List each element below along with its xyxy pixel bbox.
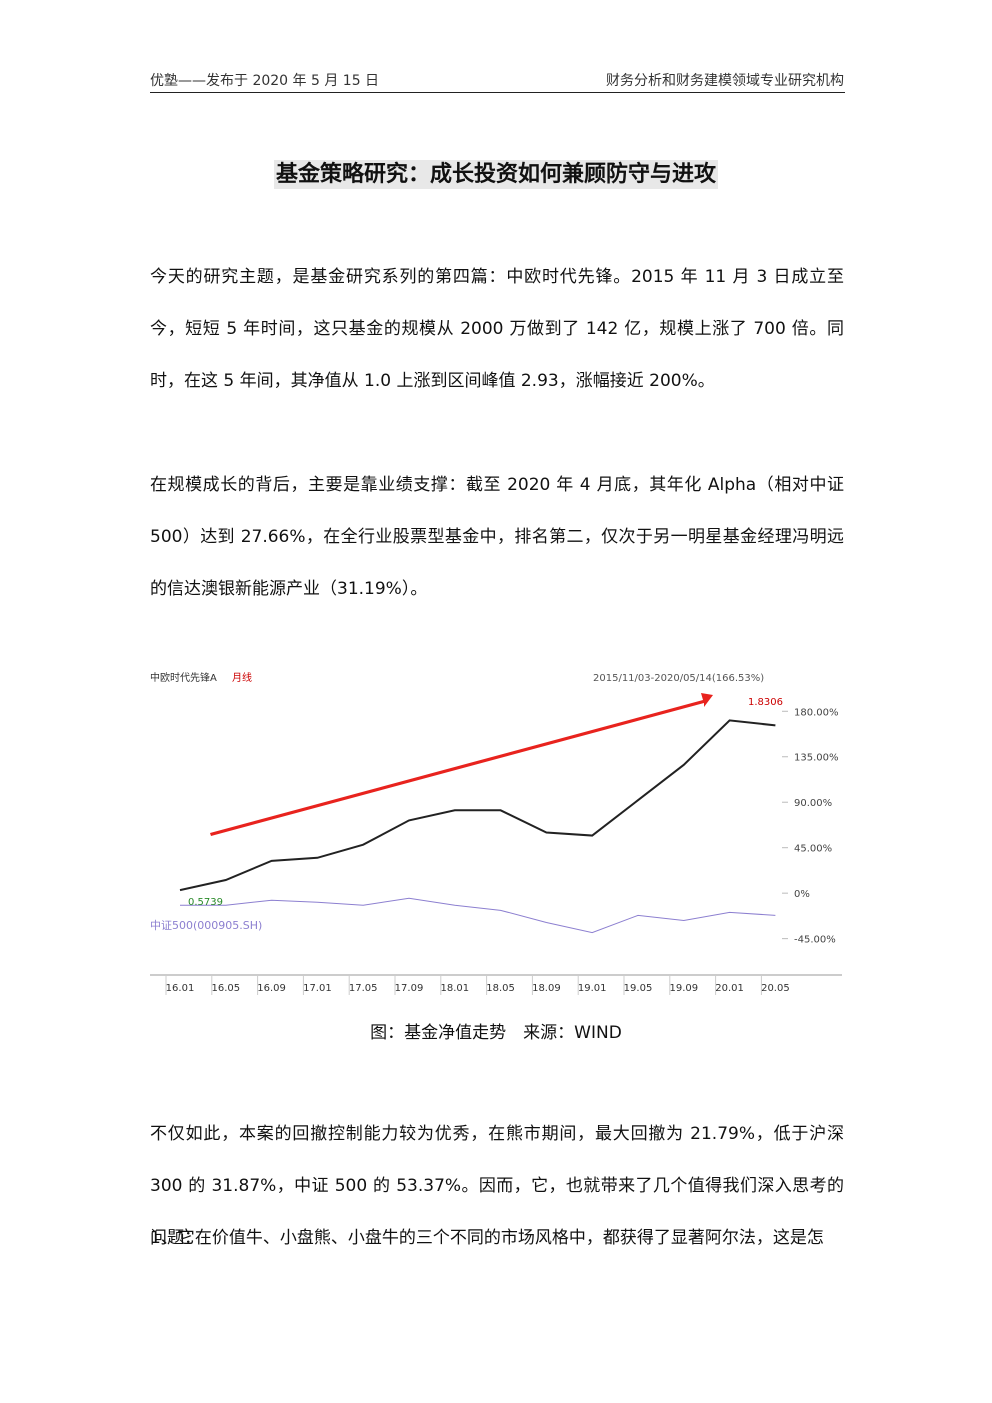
paragraph: 不仅如此，本案的回撤控制能力较为优秀，在熊市期间，最大回撤为 21.79%，低于… [150,1124,844,1248]
chart: 中欧时代先锋A 月线 2015/11/03-2020/05/14(166.53%) 1… [150,671,842,995]
chart-title: 中欧时代先锋A [150,671,217,684]
x-tick-label: 19.09 [669,983,698,994]
y-tick-label: 135.00% [794,753,839,764]
x-tick-label: 16.09 [257,983,286,994]
y-tick-label: -45.00% [794,935,836,946]
x-tick-label: 20.01 [715,983,744,994]
header-right: 财务分析和财务建模领域专业研究机构 [606,73,844,89]
series-line [179,719,776,892]
series-line [180,897,776,934]
x-tick-label: 17.09 [395,983,424,994]
paragraph: 在规模成长的背后，主要是靠业绩支撑：截至 2020 年 4 月底，其年化 Alp… [150,475,844,599]
y-tick-label: 180.00% [794,707,839,718]
trend-arrow [210,693,713,836]
annotation: 0.5739 [188,897,223,908]
chart-period: 月线 [232,671,252,684]
legend-label: 中证500(000905.SH) [150,919,262,932]
x-tick-label: 18.01 [440,983,469,994]
header-rule [150,92,845,93]
x-tick-label: 19.05 [624,983,653,994]
title: 基金策略研究：成长投资如何兼顾防守与进攻 [273,160,718,189]
paragraph: 今天的研究主题，是基金研究系列的第四篇：中欧时代先锋。2015 年 11 月 3… [150,267,844,391]
x-tick-label: 16.05 [211,983,240,994]
header-left: 优塾——发布于 2020 年 5 月 15 日 [150,73,380,89]
x-tick-label: 19.01 [578,983,607,994]
y-tick-label: 45.00% [794,844,832,855]
title-wrap: 基金策略研究：成长投资如何兼顾防守与进攻 [0,156,992,189]
x-tick-label: 17.05 [349,983,378,994]
x-tick-label: 18.09 [532,983,561,994]
caption: 图：基金净值走势 来源：WIND [370,1023,622,1043]
x-tick-label: 20.05 [761,983,790,994]
y-tick-label: 90.00% [794,798,832,809]
annotation: 1.8306 [748,697,783,708]
x-tick-label: 17.01 [303,983,332,994]
paragraph: 1、它在价值牛、小盘熊、小盘牛的三个不同的市场风格中，都获得了显著阿尔法，这是怎 [150,1228,824,1248]
range-label: 2015/11/03-2020/05/14(166.53%) [593,673,764,684]
x-tick-label: 18.05 [486,983,515,994]
y-tick-label: 0% [794,889,810,900]
x-tick-label: 16.01 [166,983,195,994]
